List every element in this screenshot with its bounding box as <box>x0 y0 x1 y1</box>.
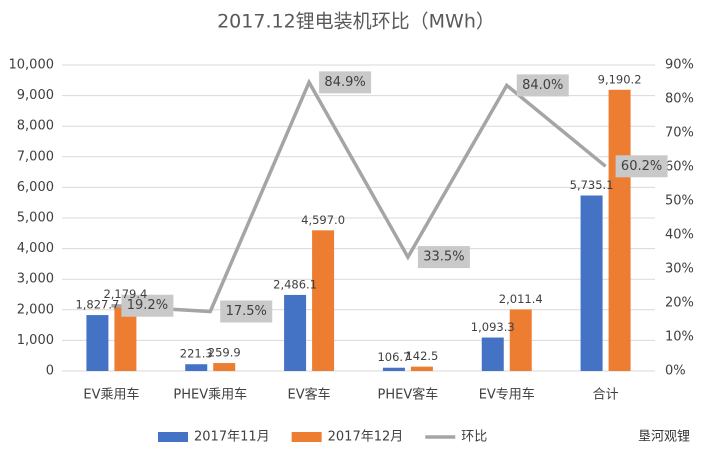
y2-tick-label: 20% <box>665 296 694 311</box>
y-tick-label: 6,000 <box>17 180 54 195</box>
y-tick-label: 4,000 <box>17 241 54 256</box>
value-label: 2,179.4 <box>103 287 147 301</box>
bar <box>608 89 631 371</box>
y2-tick-label: 70% <box>665 126 694 141</box>
y-tick-label: 10,000 <box>9 58 55 73</box>
y2-tick-label: 60% <box>665 160 694 175</box>
x-tick-label: 合计 <box>593 388 619 403</box>
value-label: 142.5 <box>405 349 438 363</box>
y-tick-label: 1,000 <box>17 333 54 348</box>
x-tick-label: PHEV客车 <box>378 387 439 403</box>
value-label-box <box>121 294 174 317</box>
value-label: 1,827.7 <box>75 298 119 312</box>
x-tick-label: EV乘用车 <box>83 387 139 403</box>
bar <box>580 195 603 371</box>
bar <box>213 363 236 371</box>
value-label: 84.9% <box>324 75 365 90</box>
bar <box>114 304 137 371</box>
value-label: 2,486.1 <box>273 277 317 291</box>
bar <box>509 309 532 371</box>
y2-tick-label: 30% <box>665 262 694 277</box>
value-label: 4,597.0 <box>301 213 345 227</box>
legend-swatch <box>158 432 188 442</box>
x-tick-label: EV客车 <box>288 387 331 403</box>
y2-tick-label: 50% <box>665 194 694 209</box>
value-label-box <box>417 246 470 269</box>
watermark: 垦河观锂 <box>638 430 690 445</box>
value-label: 106.7 <box>377 350 410 364</box>
bar <box>86 315 109 371</box>
value-label: 1,093.3 <box>471 320 515 334</box>
legend-label: 环比 <box>461 430 487 445</box>
bar <box>312 230 335 371</box>
y2-tick-label: 10% <box>665 330 694 345</box>
y-tick-label: 8,000 <box>17 119 54 134</box>
legend-swatch <box>291 432 322 442</box>
value-label: 9,190.2 <box>598 72 642 86</box>
y-tick-label: 3,000 <box>17 272 54 287</box>
y2-tick-label: 90% <box>665 58 694 73</box>
x-tick-label: EV专用车 <box>479 387 535 403</box>
y2-tick-label: 40% <box>665 228 694 243</box>
bar <box>284 294 307 371</box>
value-label: 33.5% <box>423 250 464 265</box>
value-label: 84.0% <box>522 78 563 93</box>
value-label: 17.5% <box>226 304 267 319</box>
value-label-box <box>319 71 372 94</box>
y-tick-label: 9,000 <box>17 88 54 103</box>
value-label: 5,735.1 <box>570 178 614 192</box>
y2-tick-label: 0% <box>665 364 686 379</box>
bar <box>481 337 504 371</box>
bar <box>382 367 405 371</box>
chart-title: 2017.12锂电装机环比（MWh） <box>217 11 495 33</box>
bar <box>410 366 433 371</box>
legend-label: 2017年11月 <box>194 430 270 445</box>
value-label-box <box>516 74 569 97</box>
value-label-box <box>220 300 273 323</box>
value-label: 2,011.4 <box>499 292 543 306</box>
y-tick-label: 2,000 <box>17 302 54 317</box>
value-label: 19.2% <box>127 298 168 313</box>
x-tick-label: PHEV乘用车 <box>173 387 247 403</box>
y-tick-label: 5,000 <box>17 211 54 226</box>
legend-label: 2017年12月 <box>328 430 404 445</box>
value-label: 259.9 <box>208 346 241 360</box>
value-label: 60.2% <box>621 159 662 174</box>
y-tick-label: 7,000 <box>17 149 54 164</box>
line <box>111 78 607 314</box>
bar <box>185 364 208 371</box>
value-label-box <box>615 155 668 178</box>
y-tick-label: 0 <box>46 364 54 379</box>
value-label: 221.3 <box>180 347 213 361</box>
y2-tick-label: 80% <box>665 92 694 107</box>
